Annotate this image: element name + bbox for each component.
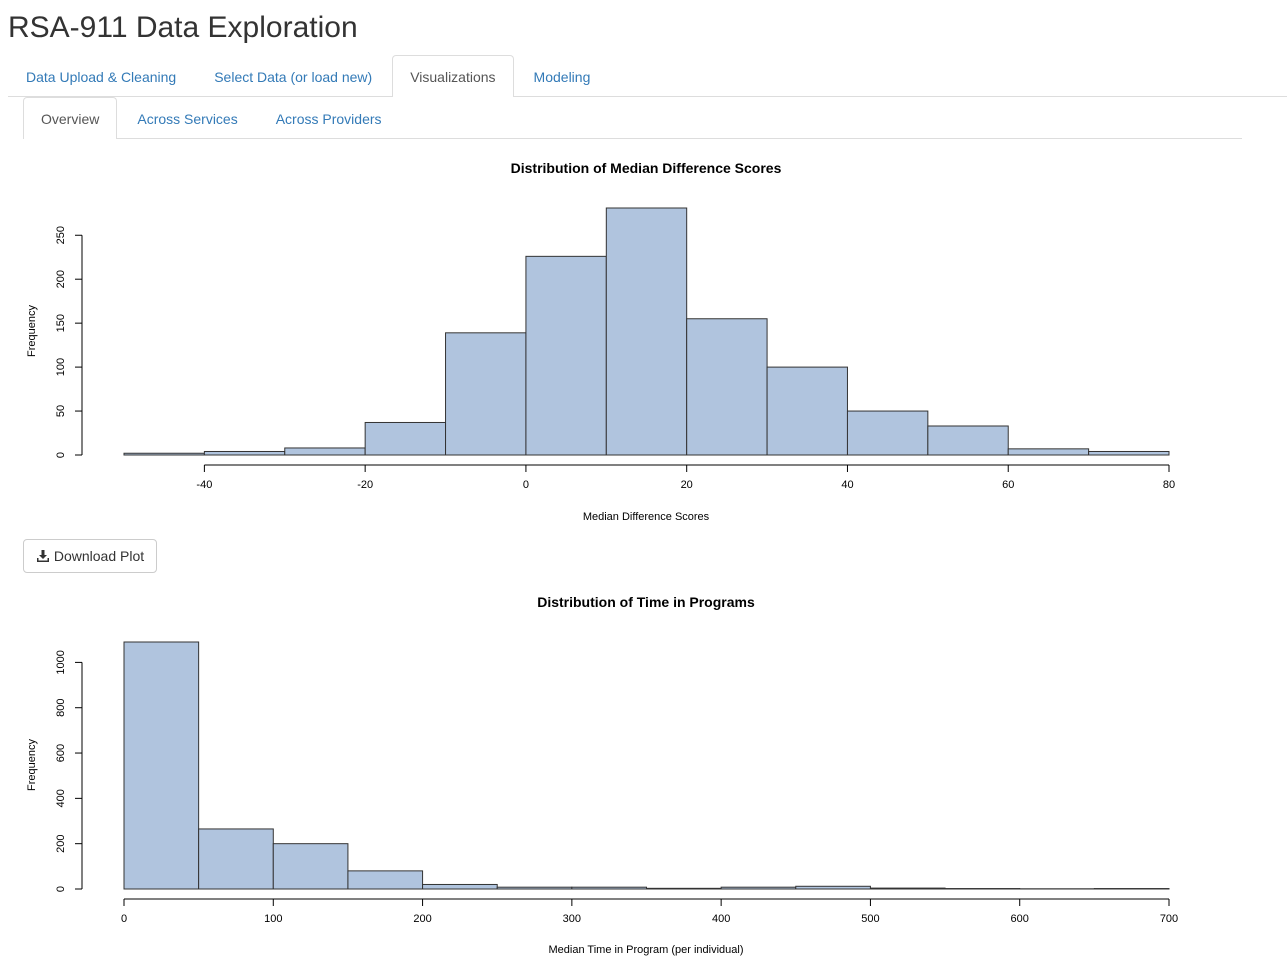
chart-0-bar (927, 425, 1009, 456)
tab-overview[interactable]: Overview (23, 97, 118, 139)
chart-1-title: Distribution of Time in Programs (537, 594, 755, 610)
chart-1-bar (272, 843, 349, 890)
chart-1-y-tick-label: 1000 (55, 650, 67, 674)
chart-0-y-tick-label: 0 (55, 452, 67, 458)
chart-1-y-tick-label: 800 (55, 699, 67, 717)
chart-0-x-tick-label: 40 (841, 479, 853, 491)
chart-1-x-tick-label: 0 (121, 913, 127, 925)
chart-1-x-tick-label: 200 (413, 913, 431, 925)
chart-1-bar (198, 828, 274, 890)
chart-1-y-tick-label: 600 (55, 744, 67, 762)
chart-1-x-tick-label: 700 (1160, 913, 1178, 925)
chart-0-x-axis-label: Median Difference Scores (583, 511, 710, 523)
chart-0-y-axis-label: Frequency (26, 305, 38, 357)
tab-modeling[interactable]: Modeling (533, 69, 591, 85)
chart-0-bar (605, 207, 688, 456)
sub-tab-bar: Overview Across Services Across Provider… (23, 97, 1242, 139)
chart-1-y-tick-label: 400 (55, 789, 67, 807)
chart-0-bar (1007, 448, 1090, 456)
chart-0-y-tick-label: 200 (55, 270, 67, 288)
download-icon (36, 550, 49, 562)
chart-1-y-tick-label: 0 (55, 886, 67, 892)
chart-0-y-tick-label: 250 (55, 226, 67, 244)
download-plot-label: Download Plot (53, 548, 145, 564)
chart-1-y-axis-label: Frequency (26, 739, 38, 791)
chart-0-bar (525, 255, 607, 456)
chart-0-bar (1088, 450, 1170, 456)
chart-1-bar (123, 641, 200, 890)
chart-0-y-tick-label: 50 (55, 405, 67, 417)
tab-visualizations[interactable]: Visualizations (392, 55, 514, 97)
chart-1-bar (869, 887, 946, 890)
chart-1-bar (347, 870, 424, 890)
difference-scores-histogram: Distribution of Median Difference Scores… (26, 160, 1175, 523)
time-in-programs-histogram: Distribution of Time in Programs 0 100 200 3… (26, 594, 1178, 956)
chart-1-bar (422, 883, 498, 890)
chart-0-bar (686, 318, 768, 456)
tab-data-upload[interactable]: Data Upload & Cleaning (26, 69, 177, 85)
chart-0-y-tick-label: 100 (55, 358, 67, 376)
main-tab-bar: Data Upload & Cleaning Select Data (or l… (8, 55, 1287, 97)
tab-across-services[interactable]: Across Services (137, 111, 238, 127)
chart-0-bar (203, 450, 286, 456)
chart-1-bar (795, 885, 871, 890)
chart-0-x-tick-label: 80 (1163, 479, 1175, 491)
chart-1-bar (496, 886, 573, 890)
tab-across-providers[interactable]: Across Providers (275, 111, 382, 127)
chart-0-bar (846, 410, 929, 456)
chart-1-x-axis-label: Median Time in Program (per individual) (548, 944, 743, 956)
chart-1-x-tick-label: 500 (861, 913, 879, 925)
chart-1-x-tick-label: 400 (712, 913, 730, 925)
chart-1-bar (571, 886, 647, 890)
chart-0-x-tick-label: 0 (523, 479, 529, 491)
chart-0-title: Distribution of Median Difference Scores (511, 160, 782, 176)
chart-1-x-tick-label: 300 (563, 913, 581, 925)
chart-1-x-tick-label: 100 (264, 913, 282, 925)
app-title: RSA-911 Data Exploration (8, 11, 358, 44)
chart-0-bar (123, 452, 205, 456)
chart-0-x-tick-label: -20 (357, 479, 373, 491)
chart-1-x-tick-label: 600 (1011, 913, 1029, 925)
chart-0-bar (284, 447, 366, 456)
chart-0-x-tick-label: 60 (1002, 479, 1014, 491)
chart-0-x-tick-label: 20 (681, 479, 693, 491)
chart-1-bar (646, 887, 722, 890)
chart-0-bar (445, 332, 527, 456)
tab-select-data[interactable]: Select Data (or load new) (214, 69, 373, 85)
chart-0-bar (766, 366, 848, 456)
chart-0-y-tick-label: 150 (55, 314, 67, 332)
chart-1-y-tick-label: 200 (55, 834, 67, 852)
chart-0-x-tick-label: -40 (196, 479, 212, 491)
download-plot-button[interactable]: Download Plot (23, 539, 157, 573)
chart-1-bar (720, 886, 797, 890)
chart-0-bar (364, 421, 447, 456)
